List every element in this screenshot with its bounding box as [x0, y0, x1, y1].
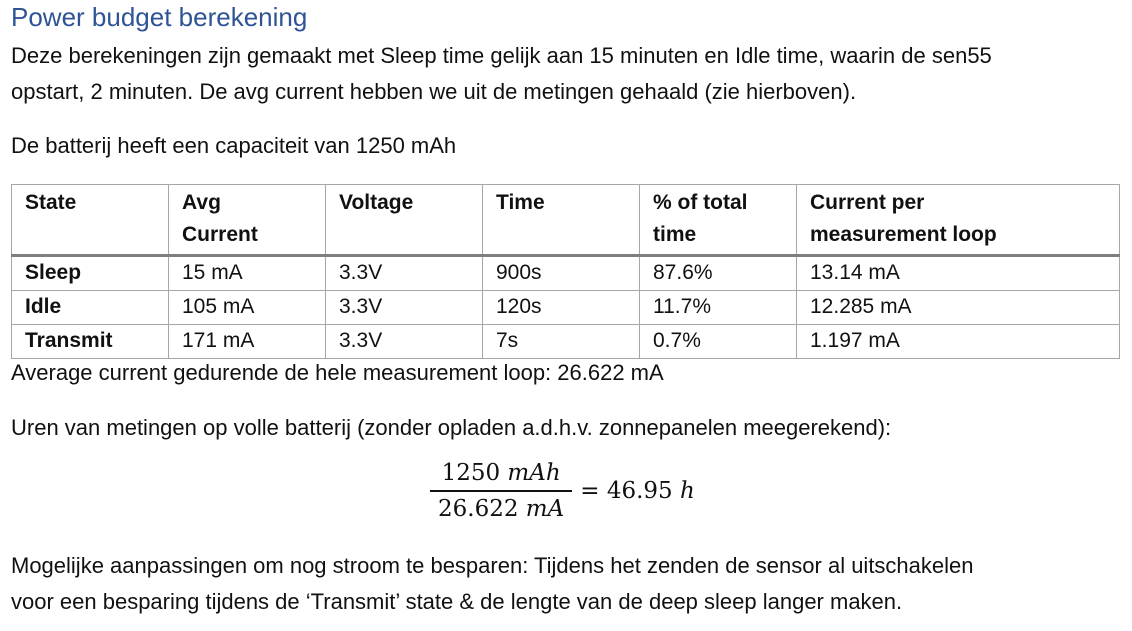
- cell-avg-current: 171 mA: [168, 324, 326, 359]
- header-percent-total-time: % of total time: [639, 184, 797, 257]
- section-heading: Power budget berekening: [11, 2, 308, 32]
- table-row: Idle 105 mA 3.3V 120s 11.7% 12.285 mA: [11, 290, 1120, 325]
- cell-voltage: 3.3V: [325, 290, 483, 325]
- cell-state: Transmit: [11, 324, 169, 359]
- battery-life-formula: 1250 mAh 26.622 mA = 46.95 h: [430, 460, 695, 522]
- cell-time: 120s: [482, 290, 640, 325]
- cell-avg-current: 15 mA: [168, 255, 326, 291]
- battery-hours-text: Uren van metingen op volle batterij (zon…: [11, 415, 892, 440]
- cell-voltage: 3.3V: [325, 255, 483, 291]
- table-row: Sleep 15 mA 3.3V 900s 87.6% 13.14 mA: [11, 255, 1120, 291]
- outro-paragraph: Mogelijke aanpassingen om nog stroom te …: [11, 548, 974, 620]
- intro-line-2: opstart, 2 minuten. De avg current hebbe…: [11, 79, 857, 104]
- intro-paragraph: Deze berekeningen zijn gemaakt met Sleep…: [11, 38, 992, 110]
- cell-current-per-loop: 13.14 mA: [796, 255, 1120, 291]
- cell-percent: 11.7%: [639, 290, 797, 325]
- header-time: Time: [482, 184, 640, 257]
- cell-percent: 87.6%: [639, 255, 797, 291]
- table-row: Transmit 171 mA 3.3V 7s 0.7% 1.197 mA: [11, 324, 1120, 359]
- intro-line-1: Deze berekeningen zijn gemaakt met Sleep…: [11, 43, 992, 68]
- header-current-per-loop: Current per measurement loop: [796, 184, 1120, 257]
- header-voltage: Voltage: [325, 184, 483, 257]
- cell-state: Idle: [11, 290, 169, 325]
- cell-current-per-loop: 1.197 mA: [796, 324, 1120, 359]
- cell-percent: 0.7%: [639, 324, 797, 359]
- formula-numerator: 1250 mAh: [441, 460, 561, 486]
- formula-fraction: 1250 mAh 26.622 mA: [430, 460, 573, 522]
- cell-voltage: 3.3V: [325, 324, 483, 359]
- cell-current-per-loop: 12.285 mA: [796, 290, 1120, 325]
- header-avg-current: Avg Current: [168, 184, 326, 257]
- equals-sign: =: [580, 478, 600, 504]
- fraction-bar: [430, 490, 573, 492]
- cell-time: 900s: [482, 255, 640, 291]
- outro-line-1: Mogelijke aanpassingen om nog stroom te …: [11, 553, 974, 578]
- cell-state: Sleep: [11, 255, 169, 291]
- table-header-row: State Avg Current Voltage Time % of total…: [11, 184, 1120, 257]
- average-current-text: Average current gedurende de hele measur…: [11, 360, 664, 385]
- outro-line-2: voor een besparing tijdens de ‘Transmit’…: [11, 589, 903, 614]
- formula-result: = 46.95 h: [580, 478, 695, 504]
- cell-time: 7s: [482, 324, 640, 359]
- formula-denominator: 26.622 mA: [438, 496, 565, 522]
- battery-capacity-text: De batterij heeft een capaciteit van 125…: [11, 133, 457, 158]
- header-state: State: [11, 184, 169, 257]
- cell-avg-current: 105 mA: [168, 290, 326, 325]
- power-budget-table: State Avg Current Voltage Time % of total…: [11, 184, 1120, 359]
